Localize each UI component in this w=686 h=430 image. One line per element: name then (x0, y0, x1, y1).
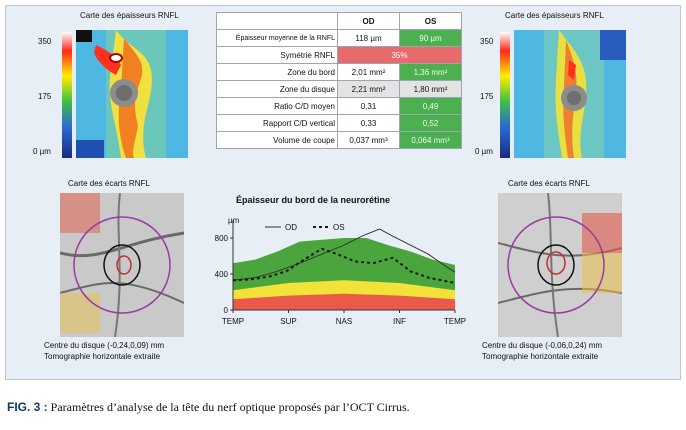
left-scale-bottom: 0 µm (33, 147, 51, 156)
right-color-scale (500, 32, 510, 158)
right-scale-bottom: 0 µm (475, 147, 493, 156)
row-label: Symétrie RNFL (216, 46, 338, 64)
legend-label: OS (333, 223, 345, 232)
figure-caption-text: Paramètres d’analyse de la tête du nerf … (47, 400, 410, 414)
right-tomography-label: Tomographie horizontale extraite (482, 352, 599, 361)
y-tick-label: 800 (215, 234, 229, 243)
left-scale-mid: 175 (38, 92, 52, 101)
table-header-od: OD (337, 12, 400, 30)
right-thickness-map (514, 30, 626, 158)
figure-label: FIG. 3 : (7, 400, 48, 414)
series-line-os (232, 247, 456, 284)
right-scale-mid: 175 (480, 92, 494, 101)
right-scale-top: 350 (480, 37, 494, 46)
os-value: 0,52 (399, 114, 462, 132)
chart-title: Épaisseur du bord de la neurorétine (236, 195, 391, 205)
right-deviation-map (498, 193, 622, 337)
table-header-blank (216, 12, 338, 30)
normative-band (233, 293, 455, 310)
table-row: Symétrie RNFL 35% (216, 46, 462, 64)
table-row: Rapport C/D vertical 0,33 0,52 (216, 114, 462, 132)
row-label: Volume de coupe (216, 131, 338, 149)
x-tick-label: NAS (336, 317, 352, 326)
od-value: 118 µm (337, 29, 400, 47)
legend-label: OD (285, 223, 297, 232)
table-row: Volume de coupe 0,037 mm³ 0,064 mm³ (216, 131, 462, 149)
row-label: Zone du disque (216, 80, 338, 98)
os-value: 0,49 (399, 97, 462, 115)
series-line-od (232, 228, 456, 281)
row-label: Rapport C/D vertical (216, 114, 338, 132)
row-label: Épaisseur moyenne de la RNFL (216, 29, 338, 47)
od-value: 0,33 (337, 114, 400, 132)
figure-caption: FIG. 3 : Paramètres d’analyse de la tête… (7, 400, 410, 415)
os-value: 0,064 mm³ (399, 131, 462, 149)
right-deviation-title: Carte des écarts RNFL (508, 179, 590, 188)
left-thickness-map (76, 30, 188, 158)
left-deviation-map (60, 193, 184, 337)
left-deviation-title: Carte des écarts RNFL (68, 179, 150, 188)
table-row: Zone du disque 2,21 mm² 1,80 mm² (216, 80, 462, 98)
table-row: Ratio C/D moyen 0,31 0,49 (216, 97, 462, 115)
row-label: Ratio C/D moyen (216, 97, 338, 115)
left-color-scale (62, 32, 72, 158)
right-thickness-map-title: Carte des épaisseurs RNFL (505, 11, 604, 20)
chart-ylabel: µm (228, 216, 240, 225)
table-header-os: OS (399, 12, 462, 30)
os-value: 1,80 mm² (399, 80, 462, 98)
os-value: 90 µm (399, 29, 462, 47)
rnfl-parameters-table: OD OS Épaisseur moyenne de la RNFL 118 µ… (216, 12, 462, 149)
left-disc-center: Centre du disque (-0,24,0,09) mm (44, 341, 165, 350)
x-tick-label: TEMP (444, 317, 466, 326)
od-value: 2,21 mm² (337, 80, 400, 98)
rim-thickness-chart: 0 400 800 TEMP SUP NAS INF TEMP OD OS (215, 220, 466, 326)
x-tick-label: TEMP (222, 317, 244, 326)
od-value: 0,31 (337, 97, 400, 115)
right-disc-center: Centre du disque (-0,06,0,24) mm (482, 341, 603, 350)
x-tick-label: SUP (280, 317, 296, 326)
x-tick-label: INF (393, 317, 406, 326)
y-tick-label: 400 (215, 270, 229, 279)
left-scale-top: 350 (38, 37, 52, 46)
table-row: Épaisseur moyenne de la RNFL 118 µm 90 µ… (216, 29, 462, 47)
row-label: Zone du bord (216, 63, 338, 81)
os-value: 1,36 mm² (399, 63, 462, 81)
symmetry-value: 35% (337, 46, 462, 64)
y-tick-label: 0 (224, 306, 229, 315)
od-value: 0,037 mm³ (337, 131, 400, 149)
left-tomography-label: Tomographie horizontale extraite (44, 352, 161, 361)
od-value: 2,01 mm² (337, 63, 400, 81)
table-row: Zone du bord 2,01 mm² 1,36 mm² (216, 63, 462, 81)
left-thickness-map-title: Carte des épaisseurs RNFL (80, 11, 179, 20)
